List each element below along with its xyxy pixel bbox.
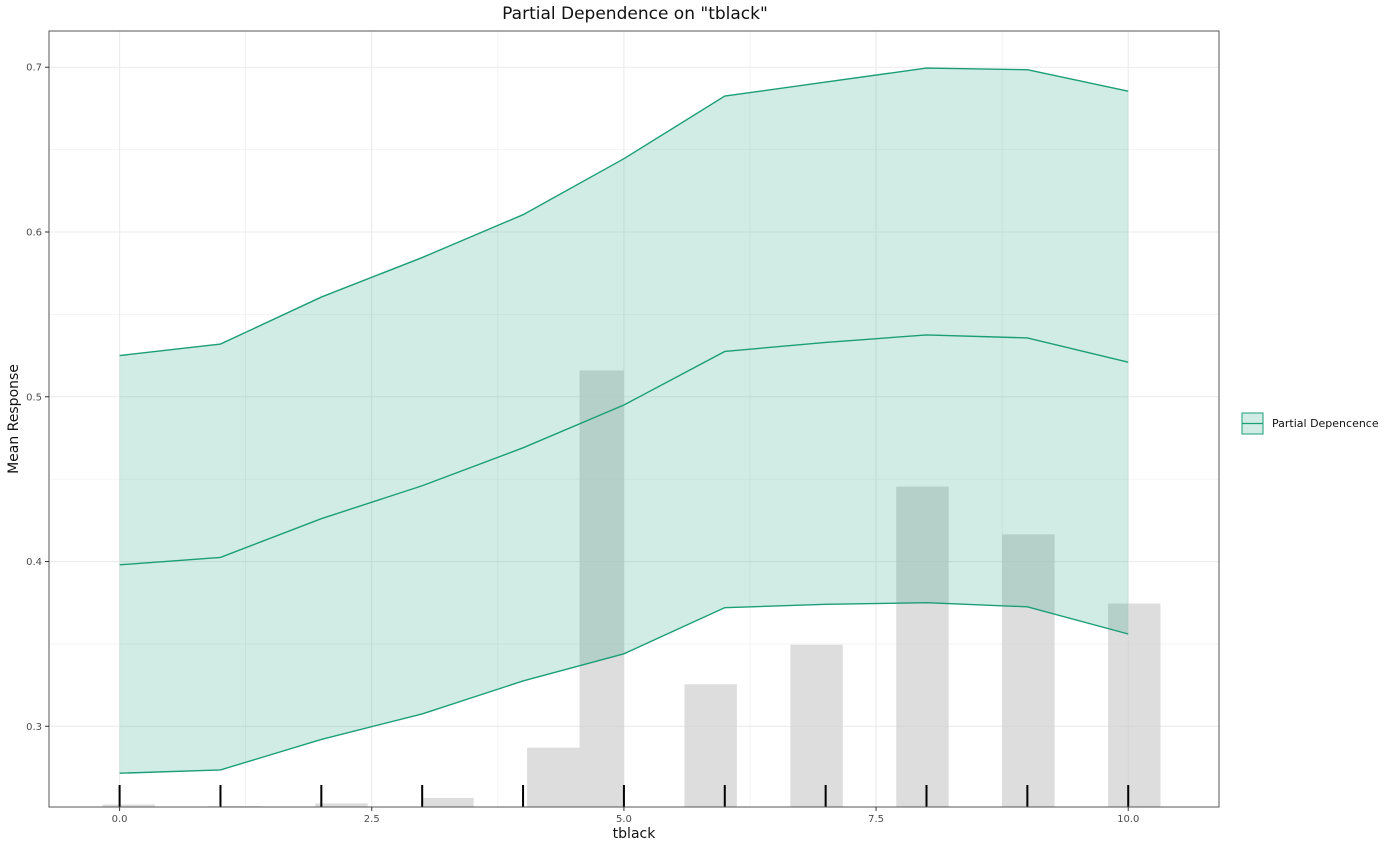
histogram-bar (1108, 603, 1161, 807)
y-tick-label: 0.4 (26, 557, 42, 568)
rug-marks (118, 785, 1130, 807)
histogram-bar (579, 370, 624, 807)
lower-bound-line (119, 601, 1129, 774)
y-axis-ticks: 0.3 0.4 0.5 0.6 0.7 (26, 63, 49, 733)
y-tick-label: 0.5 (26, 392, 42, 403)
x-tick-label: 5.0 (616, 814, 632, 825)
x-axis-title: tblack (613, 826, 657, 842)
histogram-bar (1002, 534, 1055, 807)
pd-lines (119, 67, 1129, 774)
x-tick-label: 0.0 (112, 814, 128, 825)
y-axis-title: Mean Response (6, 364, 22, 474)
legend-label: Partial Depencence (1272, 417, 1379, 430)
histogram-bar (102, 804, 155, 807)
histogram-bar (421, 797, 474, 807)
y-tick-label: 0.7 (26, 63, 42, 74)
histogram-bar (315, 803, 368, 807)
y-tick-label: 0.6 (26, 228, 42, 239)
histogram-bar (896, 486, 949, 807)
legend: Partial Depencence (1241, 412, 1379, 435)
histogram-bars (102, 370, 1161, 807)
partial-dependence-line (119, 334, 1129, 566)
histogram-bar (527, 747, 580, 807)
histogram-bar (684, 684, 737, 807)
chart-title: Partial Dependence on "tblack" (502, 4, 768, 24)
confidence-ribbon (119, 68, 1129, 774)
ribbon-area (119, 68, 1129, 774)
histogram-bar (790, 644, 843, 807)
upper-bound-line (119, 67, 1129, 357)
panel-border (48, 30, 1220, 808)
x-tick-label: 10.0 (1117, 814, 1139, 825)
x-tick-label: 7.5 (868, 814, 884, 825)
x-tick-label: 2.5 (364, 814, 380, 825)
x-axis-ticks: 0.0 2.5 5.0 7.5 10.0 (112, 807, 1139, 825)
y-tick-label: 0.3 (26, 722, 42, 733)
